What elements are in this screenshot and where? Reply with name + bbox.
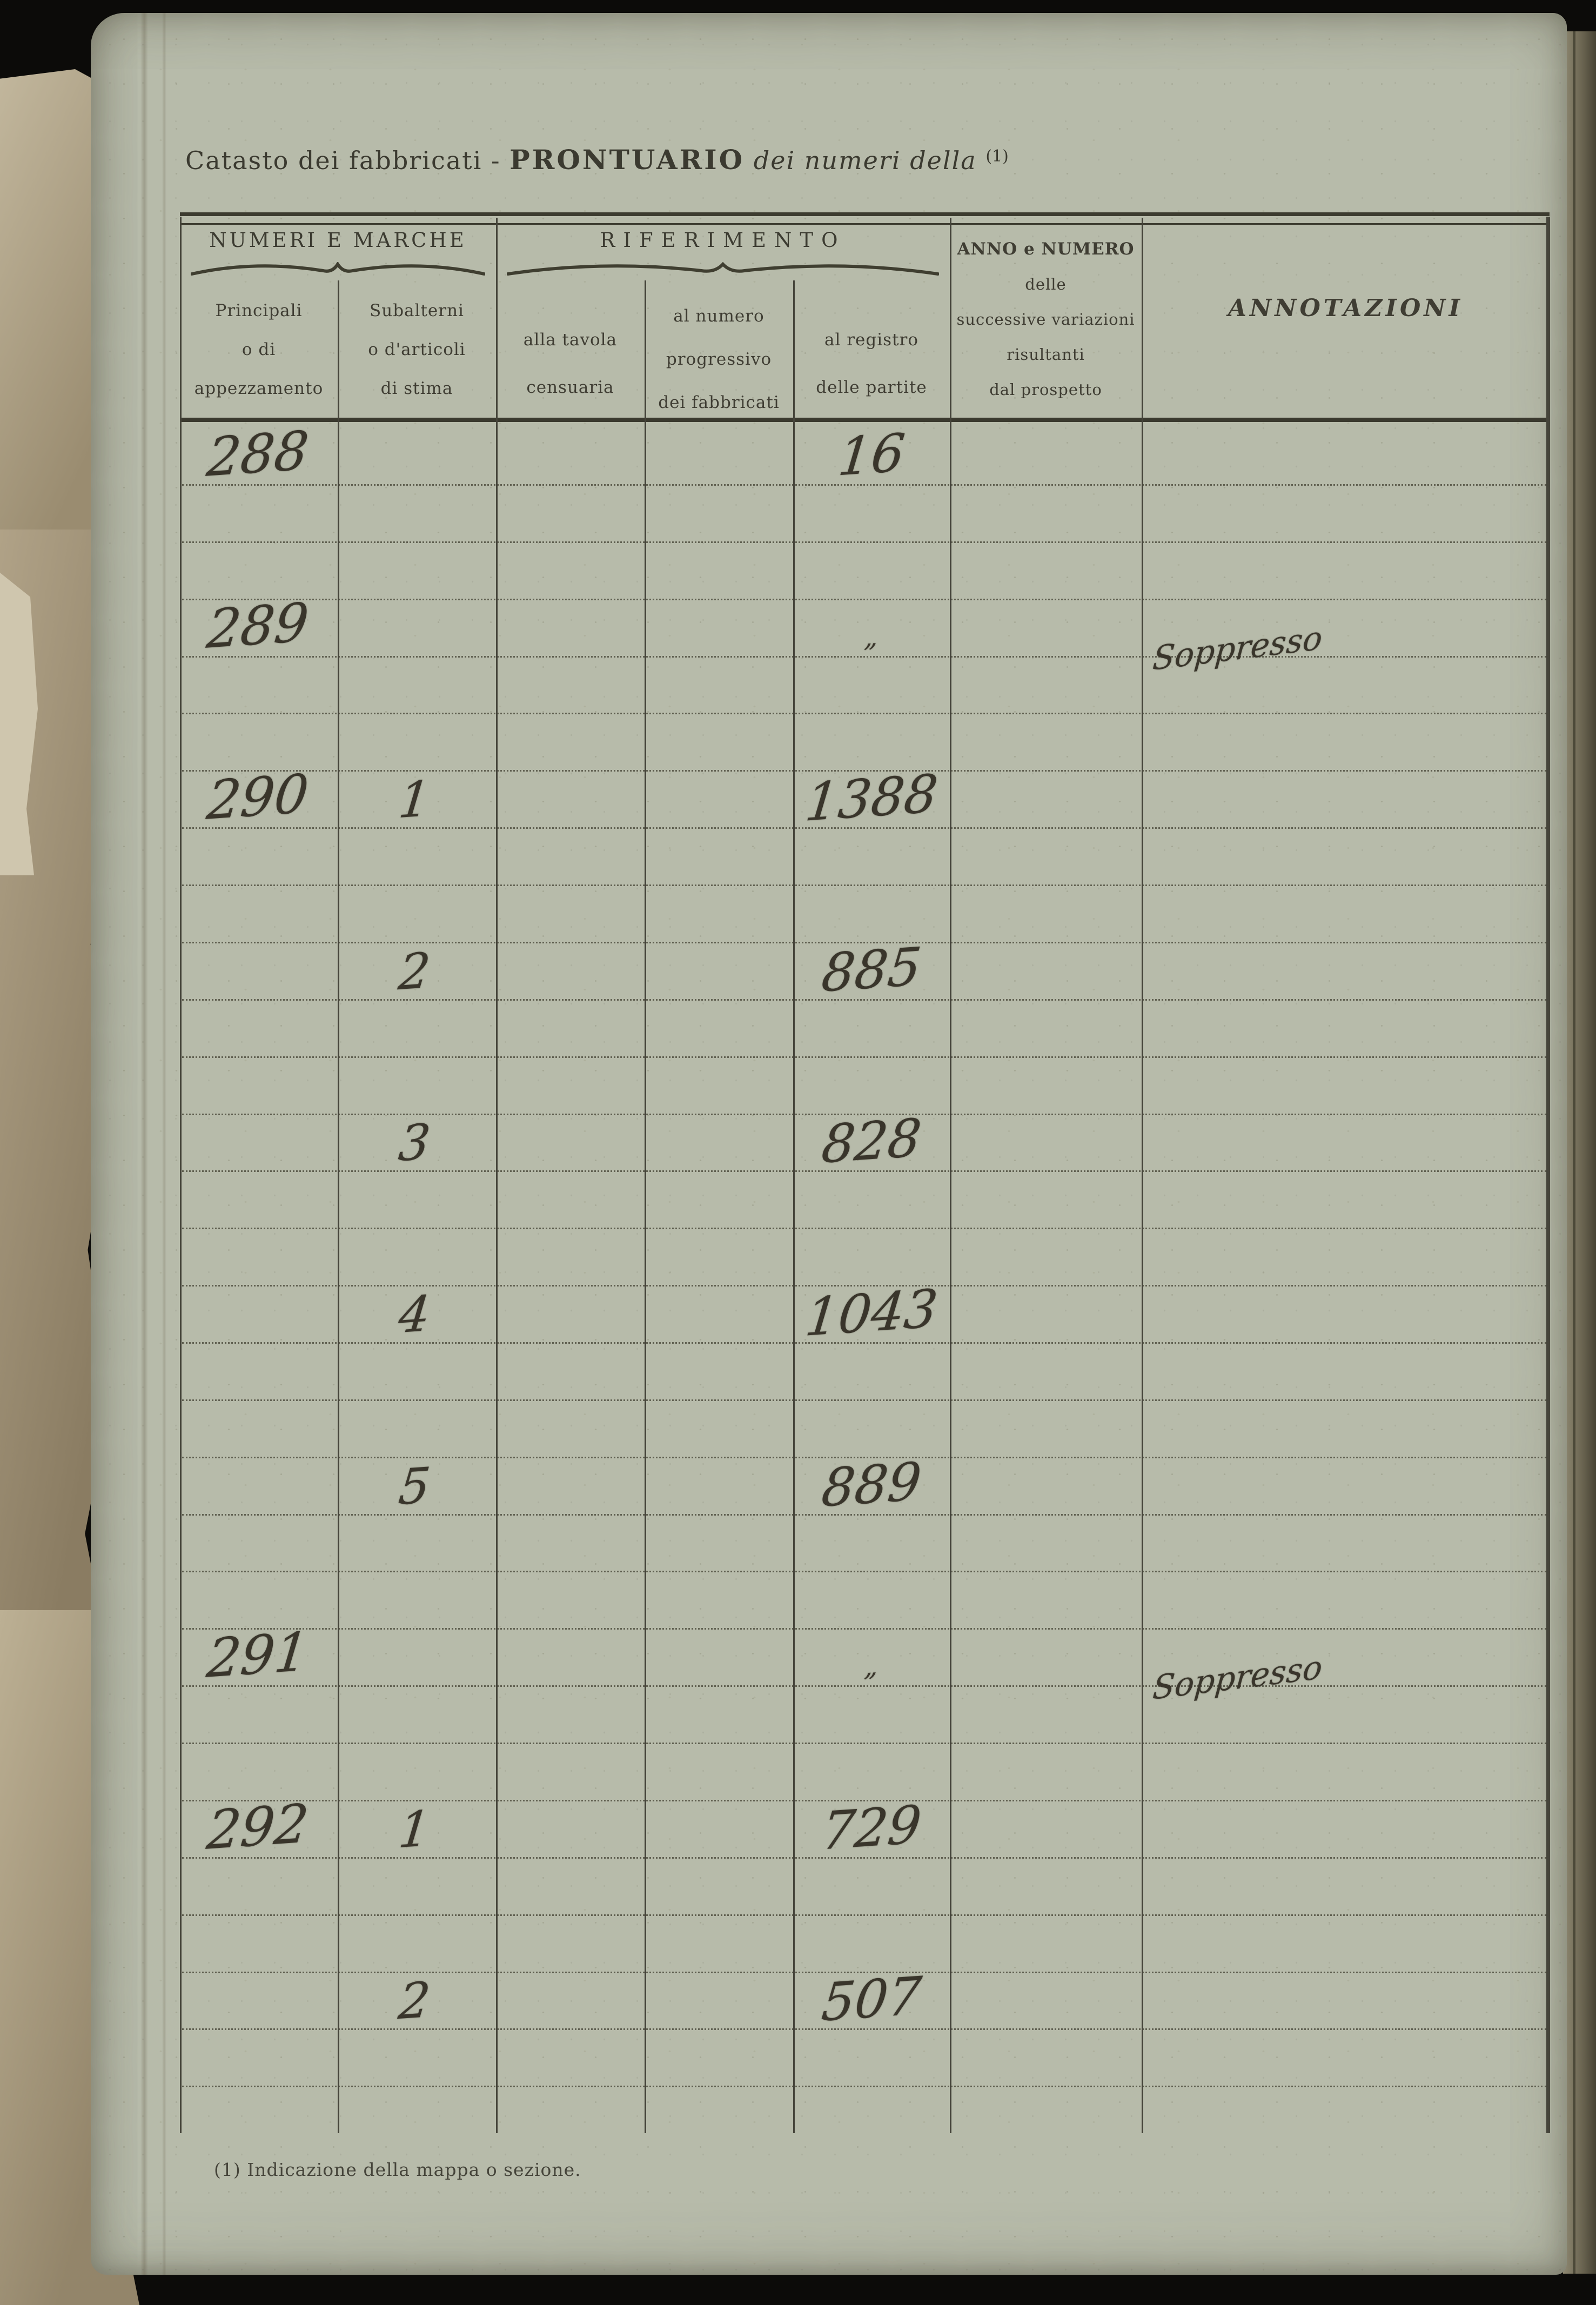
column-separator <box>180 217 182 2133</box>
ruled-line <box>182 942 1546 943</box>
table-row: 289 „ Soppresso <box>180 563 1550 678</box>
cell-registro: 507 <box>819 1965 924 2033</box>
table-row: 4 1043 <box>180 1249 1550 1348</box>
column-separator <box>645 280 646 2133</box>
cell-registro: 1043 <box>802 1277 941 1349</box>
table-row: 290 1 1388 <box>180 734 1550 833</box>
cell-subalterni: 1 <box>395 1800 433 1860</box>
title-footnote-ref: (1) <box>985 147 1009 166</box>
cell-subalterni: 2 <box>395 1971 433 2031</box>
title-italic-suffix: dei numeri della <box>745 146 986 175</box>
page-fold-shadow <box>140 13 148 2275</box>
cell-principali: 291 <box>204 1620 312 1691</box>
ruled-line <box>182 1972 1546 1973</box>
column-header-subalterni: Subalterni o d'articoli di stima <box>368 301 466 398</box>
group-header-numeri-e-marche: NUMERI E MARCHE <box>209 229 467 252</box>
ruled-line <box>182 2028 1546 2030</box>
cell-principali: 292 <box>204 1792 312 1862</box>
cell-subalterni: 1 <box>395 770 433 830</box>
table-row: 291 „ Soppresso <box>180 1592 1550 1707</box>
page: Catasto dei fabbricati - PRONTUARIO dei … <box>91 13 1567 2275</box>
cell-subalterni: 5 <box>395 1457 433 1517</box>
cell-registro: 885 <box>819 936 924 1004</box>
cell-registro: 16 <box>835 422 908 488</box>
table-row: 2 507 <box>180 1935 1550 2033</box>
cell-registro: 889 <box>819 1451 924 1519</box>
column-header-principali: Principali o di appezzamento <box>194 301 324 398</box>
ruled-line <box>182 1743 1546 1744</box>
ruled-line <box>182 713 1546 714</box>
cell-annotazioni: Soppresso <box>1151 1648 1324 1708</box>
group-header-riferimento: RIFERIMENTO <box>600 229 846 252</box>
ruled-line <box>182 1628 1546 1630</box>
cell-registro: 828 <box>819 1107 924 1175</box>
ruled-line <box>182 599 1546 600</box>
column-header-annotazioni: ANNOTAZIONI <box>1228 294 1464 322</box>
ruled-line <box>182 1914 1546 1916</box>
cell-registro: 729 <box>819 1794 924 1862</box>
table-row: 3 828 <box>180 1077 1550 1175</box>
ruled-line <box>182 1514 1546 1516</box>
column-header-variazioni: ANNO e NUMERO delle successive variazion… <box>956 239 1135 399</box>
cell-registro: „ <box>863 621 880 654</box>
ruled-line <box>182 1685 1546 1687</box>
ruled-line <box>182 1857 1546 1859</box>
register-table: NUMERI E MARCHE RIFERIMENTO Principali o… <box>180 212 1550 2133</box>
cell-subalterni: 2 <box>395 942 433 1002</box>
table-row: 288 16 <box>180 391 1550 489</box>
cell-annotazioni: Soppresso <box>1151 619 1324 679</box>
table-row: 5 889 <box>180 1421 1550 1519</box>
column-header-progressivo: al numero progressivo dei fabbricati <box>658 306 780 412</box>
ruled-line <box>182 1056 1546 1058</box>
cell-principali: 289 <box>204 591 312 661</box>
ruled-line <box>182 1228 1546 1229</box>
footnote: (1) Indicazione della mappa o sezione. <box>214 2159 581 2180</box>
ruled-line <box>182 484 1546 486</box>
cell-subalterni: 3 <box>395 1113 433 1173</box>
table-row: 292 1 729 <box>180 1764 1550 1862</box>
ruled-line <box>182 1285 1546 1286</box>
column-header-tavola: alla tavola censuaria <box>523 330 618 397</box>
ruled-line <box>182 1170 1546 1172</box>
cell-subalterni: 4 <box>395 1285 433 1345</box>
title-main: PRONTUARIO <box>509 144 745 176</box>
page-fold-shadow-2 <box>162 13 166 2275</box>
cell-registro: 1388 <box>802 762 941 834</box>
ruled-line <box>182 1399 1546 1401</box>
header-bottom-rule <box>180 418 1550 422</box>
ruled-line <box>182 827 1546 829</box>
ruled-line <box>182 1457 1546 1458</box>
column-separator <box>496 218 498 2133</box>
book-gutter <box>1563 31 1596 2274</box>
column-separator <box>338 280 339 2133</box>
column-separator <box>1142 218 1143 2133</box>
ruled-line <box>182 770 1546 772</box>
column-separator <box>950 218 951 2133</box>
ruled-line <box>182 1342 1546 1344</box>
ruled-line <box>182 885 1546 886</box>
ruled-line <box>182 1114 1546 1115</box>
column-separator <box>793 280 795 2133</box>
ruled-line <box>182 1800 1546 1801</box>
table-row: 2 885 <box>180 906 1550 1004</box>
brace-riferimento <box>507 262 939 276</box>
column-header-registro: al registro delle partite <box>816 330 927 397</box>
page-title: Catasto dei fabbricati - PRONTUARIO dei … <box>185 144 1009 176</box>
ruled-line <box>182 1571 1546 1572</box>
table-top-border <box>180 212 1550 225</box>
cell-principali: 290 <box>204 762 312 833</box>
ruled-line <box>182 656 1546 658</box>
brace-numeri-e-marche <box>191 262 485 276</box>
column-separator <box>1546 217 1550 2133</box>
cell-principali: 288 <box>204 419 312 490</box>
cell-registro: „ <box>863 1651 880 1683</box>
ruled-line <box>182 2086 1546 2087</box>
ruled-line <box>182 541 1546 543</box>
title-prefix: Catasto dei fabbricati - <box>185 146 510 175</box>
ruled-line <box>182 999 1546 1001</box>
